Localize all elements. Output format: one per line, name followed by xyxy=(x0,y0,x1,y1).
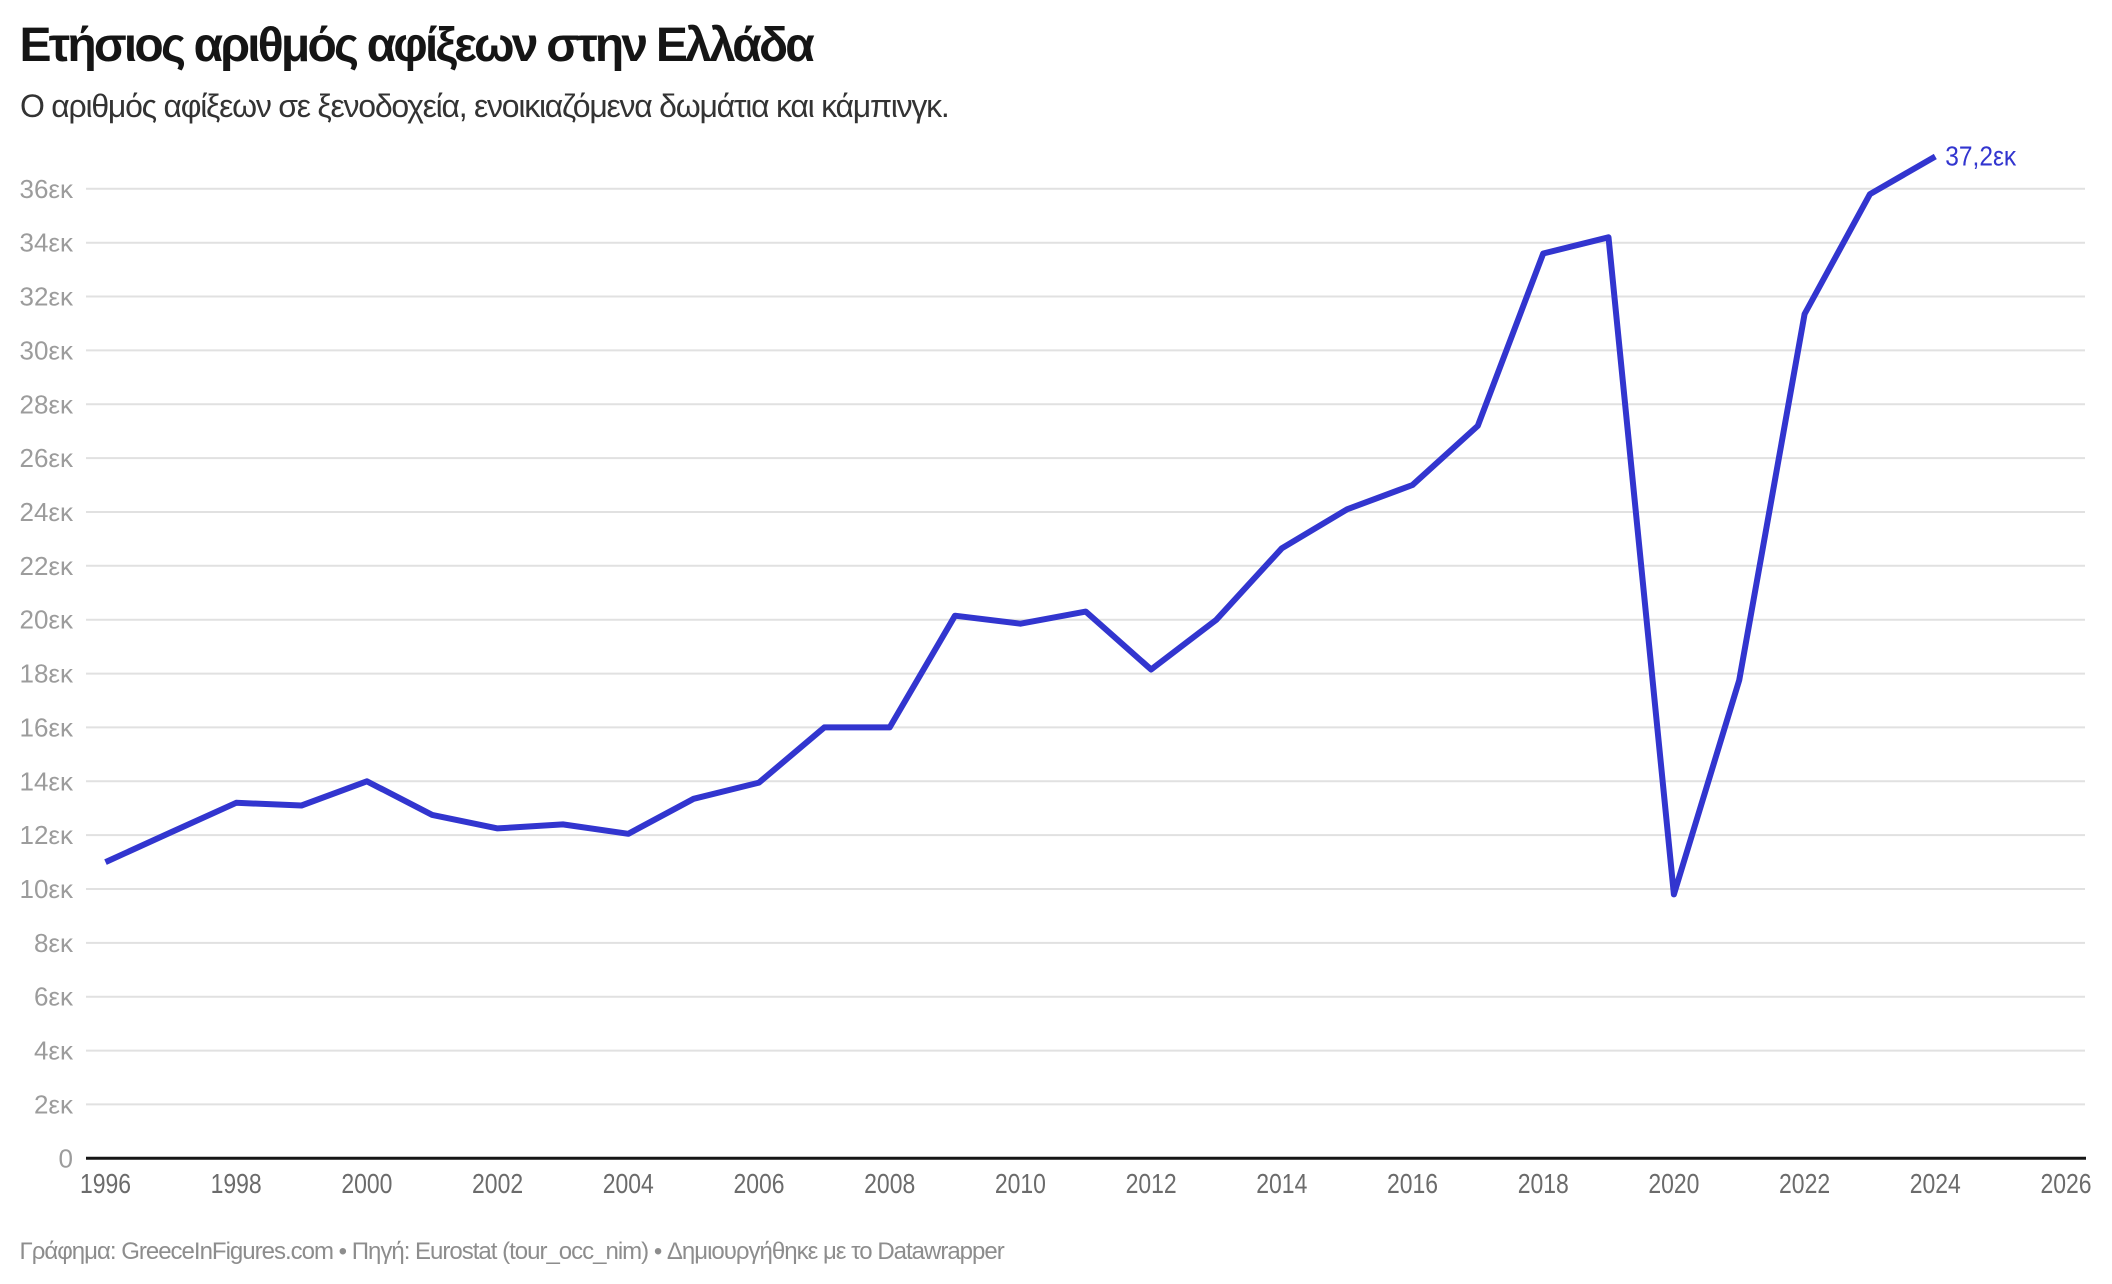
svg-text:32εκ: 32εκ xyxy=(19,282,74,312)
svg-text:1998: 1998 xyxy=(211,1169,262,1200)
svg-text:2002: 2002 xyxy=(472,1169,523,1200)
svg-text:12εκ: 12εκ xyxy=(19,820,74,850)
svg-text:2008: 2008 xyxy=(864,1169,915,1200)
svg-text:2018: 2018 xyxy=(1518,1169,1569,1200)
svg-text:34εκ: 34εκ xyxy=(19,228,74,258)
svg-text:1996: 1996 xyxy=(80,1169,131,1200)
svg-text:8εκ: 8εκ xyxy=(34,928,74,958)
svg-text:26εκ: 26εκ xyxy=(19,443,74,473)
svg-text:24εκ: 24εκ xyxy=(19,497,74,527)
svg-text:20εκ: 20εκ xyxy=(19,605,74,635)
svg-text:2022: 2022 xyxy=(1779,1169,1830,1200)
svg-text:0: 0 xyxy=(59,1143,73,1173)
svg-text:4εκ: 4εκ xyxy=(34,1036,74,1066)
svg-text:2024: 2024 xyxy=(1910,1169,1961,1200)
svg-text:2016: 2016 xyxy=(1387,1169,1438,1200)
svg-text:36εκ: 36εκ xyxy=(19,174,74,204)
svg-text:6εκ: 6εκ xyxy=(34,982,74,1012)
svg-text:2012: 2012 xyxy=(1126,1169,1177,1200)
svg-text:37,2εκ: 37,2εκ xyxy=(1945,140,2017,172)
svg-text:2014: 2014 xyxy=(1256,1169,1307,1200)
svg-text:14εκ: 14εκ xyxy=(19,766,74,796)
svg-text:28εκ: 28εκ xyxy=(19,389,74,419)
svg-text:2010: 2010 xyxy=(995,1169,1046,1200)
svg-text:2εκ: 2εκ xyxy=(34,1089,74,1119)
svg-text:2026: 2026 xyxy=(2040,1169,2091,1200)
svg-text:10εκ: 10εκ xyxy=(19,874,74,904)
svg-text:2020: 2020 xyxy=(1648,1169,1699,1200)
svg-text:2000: 2000 xyxy=(341,1169,392,1200)
svg-text:2006: 2006 xyxy=(733,1169,784,1200)
svg-text:30εκ: 30εκ xyxy=(19,335,74,365)
svg-text:2004: 2004 xyxy=(603,1169,654,1200)
svg-text:16εκ: 16εκ xyxy=(19,712,74,742)
svg-text:18εκ: 18εκ xyxy=(19,659,74,689)
svg-text:22εκ: 22εκ xyxy=(19,551,74,581)
